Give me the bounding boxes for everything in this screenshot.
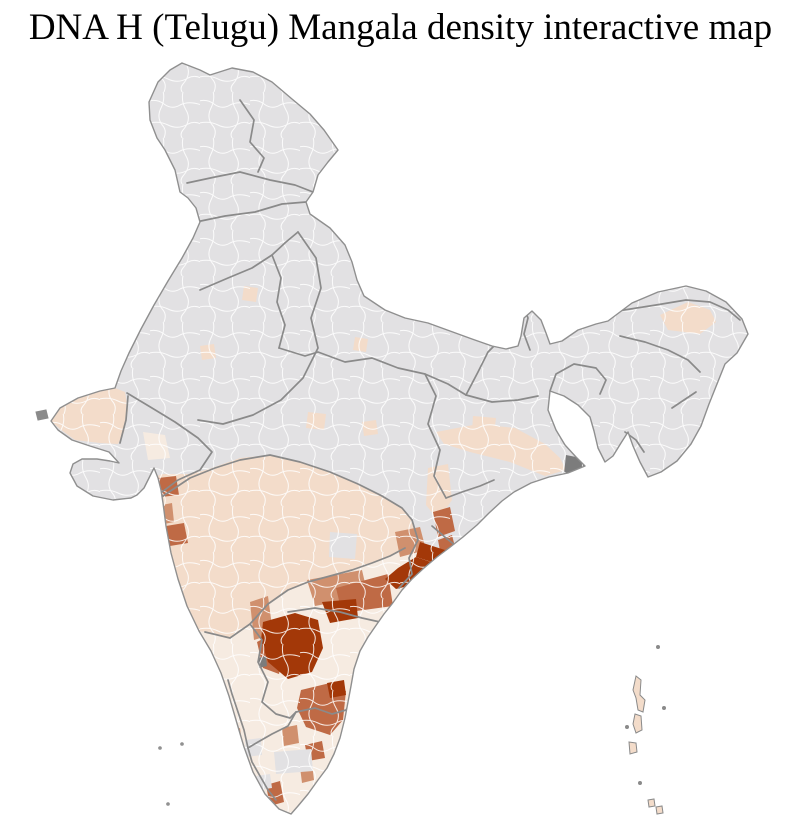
border-haryana-up	[271, 254, 286, 349]
island-nicobar-1[interactable]	[647, 798, 656, 808]
border-mp-chhattisgarh	[424, 373, 447, 499]
island-middle-andaman[interactable]	[632, 713, 643, 734]
islet-dot-1[interactable]	[656, 645, 660, 649]
border-bihar-jharkhand	[465, 394, 539, 403]
border-maharashtra-north	[159, 454, 413, 521]
border-up-bihar	[465, 345, 495, 396]
island-little-andaman[interactable]	[628, 741, 638, 755]
islet-dot-3[interactable]	[625, 725, 629, 729]
kutch-islet-group	[35, 409, 49, 421]
lakshadweep-islands[interactable]	[158, 742, 184, 806]
border-maharashtra-south	[204, 547, 406, 639]
lakshadweep-dot-2[interactable]	[180, 742, 184, 746]
andaman-nicobar-islands[interactable]	[625, 645, 666, 815]
border-kutch-east	[119, 395, 129, 444]
border-telangana-chhattisgarh	[398, 519, 419, 589]
border-up-mp	[278, 347, 467, 396]
border-punjab-haryana-rajasthan	[199, 231, 299, 291]
island-nicobar-2[interactable]	[655, 805, 664, 815]
border-ladakh-kashmir	[239, 99, 265, 173]
island-north-andaman[interactable]	[632, 675, 646, 713]
border-himachal-punjab	[195, 201, 307, 223]
border-meghalaya	[549, 363, 607, 395]
page-title: DNA H (Telugu) Mangala density interacti…	[28, 7, 773, 48]
border-jammukashmir-south	[186, 171, 314, 193]
border-nagaland-manipur	[671, 391, 697, 409]
lakshadweep-dot-1[interactable]	[158, 746, 162, 750]
state-boundaries	[119, 99, 741, 801]
border-kerala-karnataka	[227, 679, 249, 749]
islet-dot-2[interactable]	[662, 706, 666, 710]
border-chhattisgarh-odisha	[445, 479, 495, 499]
islet-dot-4[interactable]	[638, 781, 642, 785]
kutch-islet	[35, 409, 49, 421]
border-rajasthan-gujarat	[126, 392, 213, 493]
border-karnataka-tamilnadu	[247, 711, 297, 749]
lakshadweep-dot-3[interactable]	[166, 802, 170, 806]
border-karnataka-andhra	[249, 623, 297, 719]
border-assam-nagaland	[619, 335, 701, 373]
border-rajasthan-east	[197, 231, 322, 425]
border-kerala-tamilnadu	[247, 747, 277, 801]
border-odisha-andhra	[431, 525, 457, 547]
